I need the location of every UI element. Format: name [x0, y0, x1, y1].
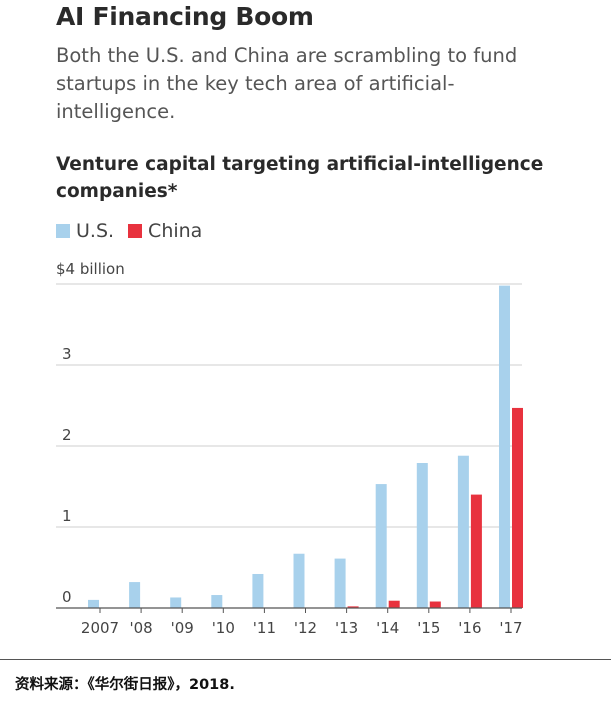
- y-tick-label: 3: [62, 345, 72, 363]
- legend-swatch-china: [128, 224, 143, 238]
- legend-label-us: U.S.: [76, 220, 115, 242]
- x-tick-label: '15: [417, 619, 440, 637]
- x-tick-label: '08: [129, 619, 152, 637]
- legend-label-china: China: [148, 220, 203, 242]
- legend-item-china: China: [128, 220, 202, 242]
- x-tick-label: '16: [458, 619, 481, 637]
- y-tick-label: 0: [62, 588, 72, 606]
- bar-us-6: [334, 558, 346, 608]
- x-tick-label: '11: [253, 619, 276, 637]
- x-tick-label: '14: [376, 619, 399, 637]
- chart-title: Venture capital targeting artificial-int…: [56, 154, 544, 202]
- bar-china-6: [347, 606, 359, 608]
- x-tick-label: '13: [335, 619, 358, 637]
- y-tick-label: 2: [62, 426, 72, 444]
- bar-us-2: [170, 597, 182, 608]
- bar-us-1: [129, 582, 141, 608]
- bar-china-10: [512, 407, 523, 608]
- x-tick-label: '17: [499, 619, 522, 637]
- bar-china-8: [429, 601, 441, 608]
- bar-us-5: [293, 553, 305, 608]
- bar-us-10: [499, 285, 510, 608]
- legend-swatch-us: [56, 224, 70, 238]
- legend-item-us: U.S.: [56, 220, 114, 242]
- bar-us-3: [211, 595, 223, 608]
- source-divider: [0, 659, 611, 660]
- bar-us-0: [88, 599, 99, 608]
- x-tick-label: '09: [171, 619, 194, 637]
- source-note: 资料来源：《华尔街日报》，2018.: [15, 677, 235, 693]
- dek: Both the U.S. and China are scrambling t…: [56, 44, 518, 123]
- legend: U.S. China: [56, 220, 216, 242]
- x-tick-label: '12: [294, 619, 317, 637]
- bar-us-9: [457, 455, 469, 608]
- y-tick-label: 1: [62, 507, 72, 525]
- bar-china-7: [388, 600, 400, 608]
- headline: AI Financing Boom: [56, 2, 314, 31]
- bar-us-7: [375, 484, 387, 608]
- bar-us-8: [416, 463, 428, 608]
- bar-us-4: [252, 573, 264, 608]
- x-tick-label: 2007: [81, 619, 119, 637]
- y-unit-label: $4 billion: [56, 260, 125, 278]
- bar-chart: 0 1 2 3 $4 billion 2007 '08 '09 '10 '11 '12 '13 '14 '…: [56, 260, 523, 637]
- x-tick-label: '10: [212, 619, 235, 637]
- bar-china-9: [470, 494, 482, 608]
